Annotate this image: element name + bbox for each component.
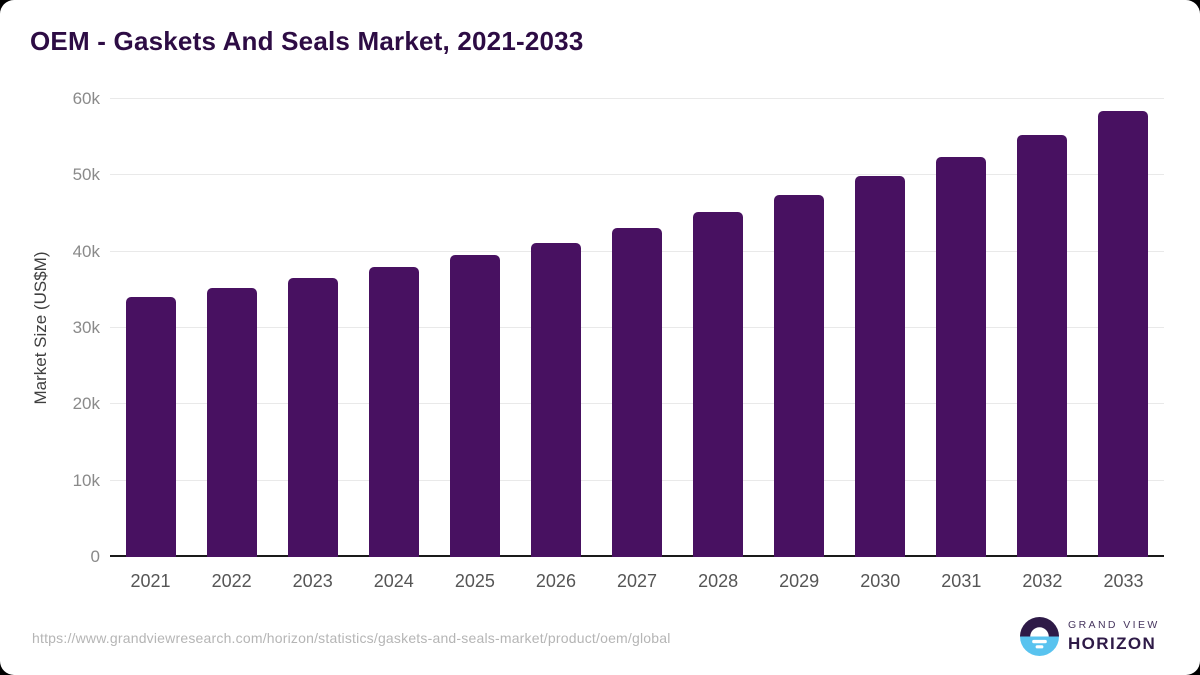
- bar-slot-2026: [515, 99, 596, 557]
- x-tick-label-2023: 2023: [292, 571, 333, 591]
- y-tick-label-0: 0: [90, 547, 100, 566]
- brand-text: GRAND VIEW HORIZON: [1068, 619, 1160, 654]
- bar-2021: [125, 296, 176, 557]
- bar-2027: [612, 228, 662, 557]
- x-tick-label-2030: 2030: [860, 571, 901, 591]
- bar-slot-2023: [272, 99, 353, 557]
- brand-name-top: GRAND VIEW: [1068, 619, 1160, 631]
- bar-2022: [206, 288, 257, 557]
- y-axis-title: Market Size (US$M): [31, 251, 50, 405]
- x-tick-label-2033: 2033: [1103, 571, 1144, 591]
- bar-2024: [368, 266, 419, 557]
- y-tick-label-40k: 40k: [72, 241, 100, 261]
- bar-2033: [1098, 111, 1149, 557]
- x-tick-label-2032: 2032: [1022, 571, 1063, 591]
- bar-slot-2033: [1083, 99, 1164, 557]
- y-tick-label-10k: 10k: [72, 470, 100, 490]
- x-tick-label-2028: 2028: [698, 571, 739, 591]
- bar-2023: [287, 278, 338, 557]
- bar-slot-2032: [1002, 99, 1083, 557]
- bar-2028: [693, 211, 744, 557]
- brand-name-bottom: HORIZON: [1068, 634, 1157, 653]
- x-tick-label-2022: 2022: [211, 571, 252, 591]
- bar-slot-2021: [110, 99, 191, 557]
- x-tick-label-2025: 2025: [454, 571, 495, 591]
- bar-slot-2022: [191, 99, 272, 557]
- brand-logo: GRAND VIEW HORIZON: [1020, 617, 1160, 656]
- bar-series: [110, 99, 1164, 557]
- bar-2026: [530, 242, 581, 557]
- x-tick-label-2024: 2024: [373, 571, 414, 591]
- bar-2025: [449, 255, 500, 557]
- x-tick-label-2031: 2031: [941, 571, 982, 591]
- x-axis-labels: 2021 2022 2023 2024 2025 2026 2027 2028 2029 2030…: [110, 569, 1164, 593]
- source-url: https://www.grandviewresearch.com/horizo…: [32, 630, 671, 646]
- bar-2030: [855, 176, 906, 557]
- y-tick-label-30k: 30k: [72, 318, 100, 337]
- y-tick-label-50k: 50k: [72, 165, 100, 185]
- horizon-logo-icon: [1020, 617, 1059, 656]
- x-tick-label-2026: 2026: [535, 571, 576, 591]
- bar-slot-2025: [434, 99, 515, 557]
- y-tick-label-60k: 60k: [72, 89, 100, 108]
- x-tick-label-2021: 2021: [130, 571, 171, 591]
- bar-2029: [774, 195, 825, 557]
- gridline-50k: [110, 174, 1164, 176]
- x-tick-label-2029: 2029: [779, 571, 820, 591]
- bar-2031: [936, 157, 987, 557]
- bar-slot-2029: [759, 99, 840, 557]
- chart-title: OEM - Gaskets And Seals Market, 2021-203…: [30, 26, 584, 56]
- x-tick-label-2027: 2027: [616, 571, 658, 591]
- bar-2032: [1017, 134, 1068, 557]
- y-tick-label-20k: 20k: [72, 394, 100, 414]
- bar-slot-2028: [678, 99, 759, 557]
- plot-area: 0 10k 20k 30k 40k 50k 60k: [73, 89, 1164, 566]
- bar-slot-2031: [921, 99, 1002, 557]
- bar-slot-2027: [596, 99, 677, 557]
- bar-slot-2024: [353, 99, 434, 557]
- gridline-60k: [110, 98, 1164, 99]
- bar-slot-2030: [840, 99, 921, 557]
